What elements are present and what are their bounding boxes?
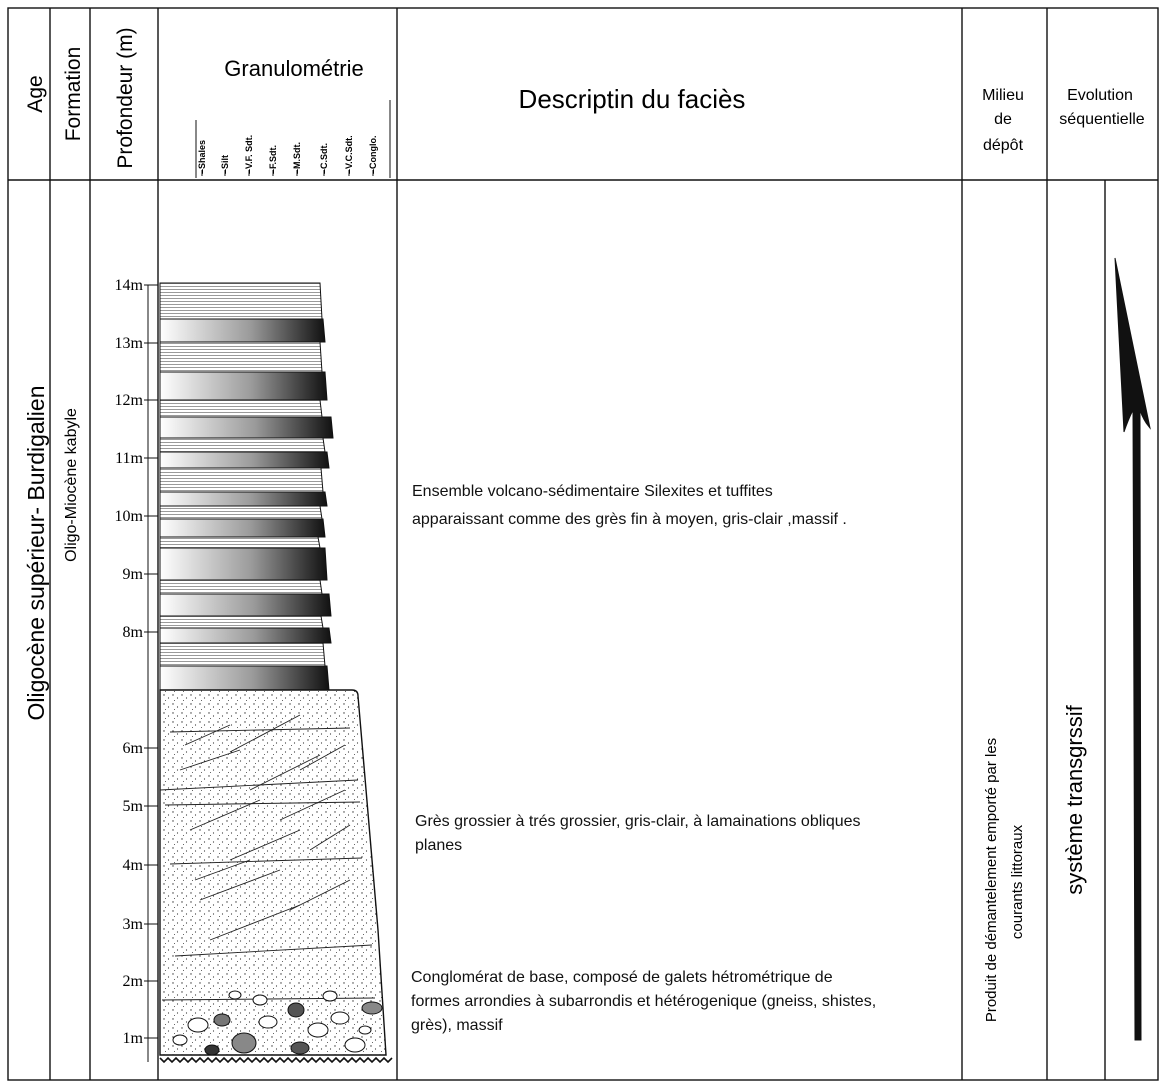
grain-class-label: –V.C.Sdt.: [344, 135, 354, 174]
facies-1-line-2: apparaissant comme des grès fin à moyen,…: [412, 511, 847, 528]
milieu-value-line-1: Produit de démantelement emporté par les: [983, 738, 1000, 1022]
facies-description-3: Conglomérat de base, composé de galets h…: [411, 966, 876, 1038]
depth-label: 10m: [115, 508, 144, 525]
depth-label: 5m: [123, 798, 144, 815]
evolution-value: système transgrssif: [1062, 704, 1087, 894]
depth-label: 4m: [123, 857, 144, 874]
header-granulometry: Granulométrie: [224, 56, 363, 81]
header-depth: Profondeur (m): [114, 27, 137, 168]
depth-label: 3m: [123, 916, 144, 933]
grain-class-label: –C.Sdt.: [319, 143, 329, 174]
pebbles: [172, 990, 383, 1056]
depth-label: 1m: [123, 1030, 144, 1047]
depth-label: 12m: [115, 392, 144, 409]
depth-label: 9m: [123, 566, 144, 583]
facies-2-line-1: Grès grossier à trés grossier, gris-clai…: [415, 813, 861, 830]
depth-label: 8m: [123, 624, 144, 641]
milieu-value-line-2: courants littoraux: [1009, 824, 1026, 939]
grain-class-label: –V.F. Sdt.: [244, 135, 254, 174]
header-formation: Formation: [62, 47, 85, 142]
facies-description-2: Grès grossier à trés grossier, gris-clai…: [415, 810, 861, 858]
coarse-sandstone-body: [159, 689, 393, 1064]
grain-class-label: –M.Sdt.: [292, 142, 302, 174]
facies-1-line-1: Ensemble volcano-sédimentaire Silexites …: [412, 483, 773, 500]
facies-description-1: Ensemble volcano-sédimentaire Silexites …: [412, 480, 847, 532]
grain-class-label: –Conglo.: [368, 136, 378, 175]
header-description: Descriptin du faciès: [519, 84, 746, 114]
depth-label: 13m: [115, 335, 144, 352]
oblique-laminations: [159, 714, 376, 1001]
grain-class-label: –F.Sdt.: [268, 145, 278, 174]
depth-label: 2m: [123, 973, 144, 990]
svg-text:Evolution: Evolution: [1067, 87, 1133, 104]
grain-class-label: –Silt: [220, 155, 230, 174]
facies-2-line-2: planes: [415, 837, 463, 854]
volcano-sedimentary-beds: [159, 282, 334, 691]
depth-labels: 14m 13m 12m 11m 10m 9m 8m 6m 5m 4m 3m 2m 1m: [115, 277, 144, 1047]
depth-label: 14m: [115, 277, 144, 294]
facies-3-line-1: Conglomérat de base, composé de galets h…: [411, 969, 833, 986]
facies-3-line-2: formes arrondies à subarrondis et hétéro…: [411, 993, 877, 1010]
svg-text:dépôt: dépôt: [983, 137, 1024, 154]
transgressive-arrow-icon: [1114, 257, 1151, 1041]
depth-label: 6m: [123, 740, 144, 757]
svg-text:Milieu: Milieu: [982, 87, 1024, 104]
svg-text:séquentielle: séquentielle: [1059, 111, 1145, 128]
grain-class-labels: –Shales –Silt –V.F. Sdt. –F.Sdt. –M.Sdt. –C.S…: [197, 135, 378, 176]
grain-class-label: –Shales: [197, 140, 207, 174]
depth-label: 11m: [115, 450, 143, 467]
svg-text:de: de: [994, 111, 1012, 128]
formation-value: Oligo-Miocène kabyle: [63, 408, 80, 562]
facies-3-line-3: grès), massif: [411, 1017, 503, 1034]
header-age: Age: [24, 75, 47, 112]
depth-ticks: [144, 284, 158, 1039]
table-grid: [7, 7, 1159, 1081]
grain-scale: [195, 100, 391, 178]
header-evolution: Evolution séquentielle: [1059, 87, 1145, 128]
age-value: Oligocène supérieur- Burdigalien: [23, 386, 49, 721]
erosional-base: [159, 1056, 393, 1064]
header-milieu: Milieu de dépôt: [982, 87, 1024, 154]
